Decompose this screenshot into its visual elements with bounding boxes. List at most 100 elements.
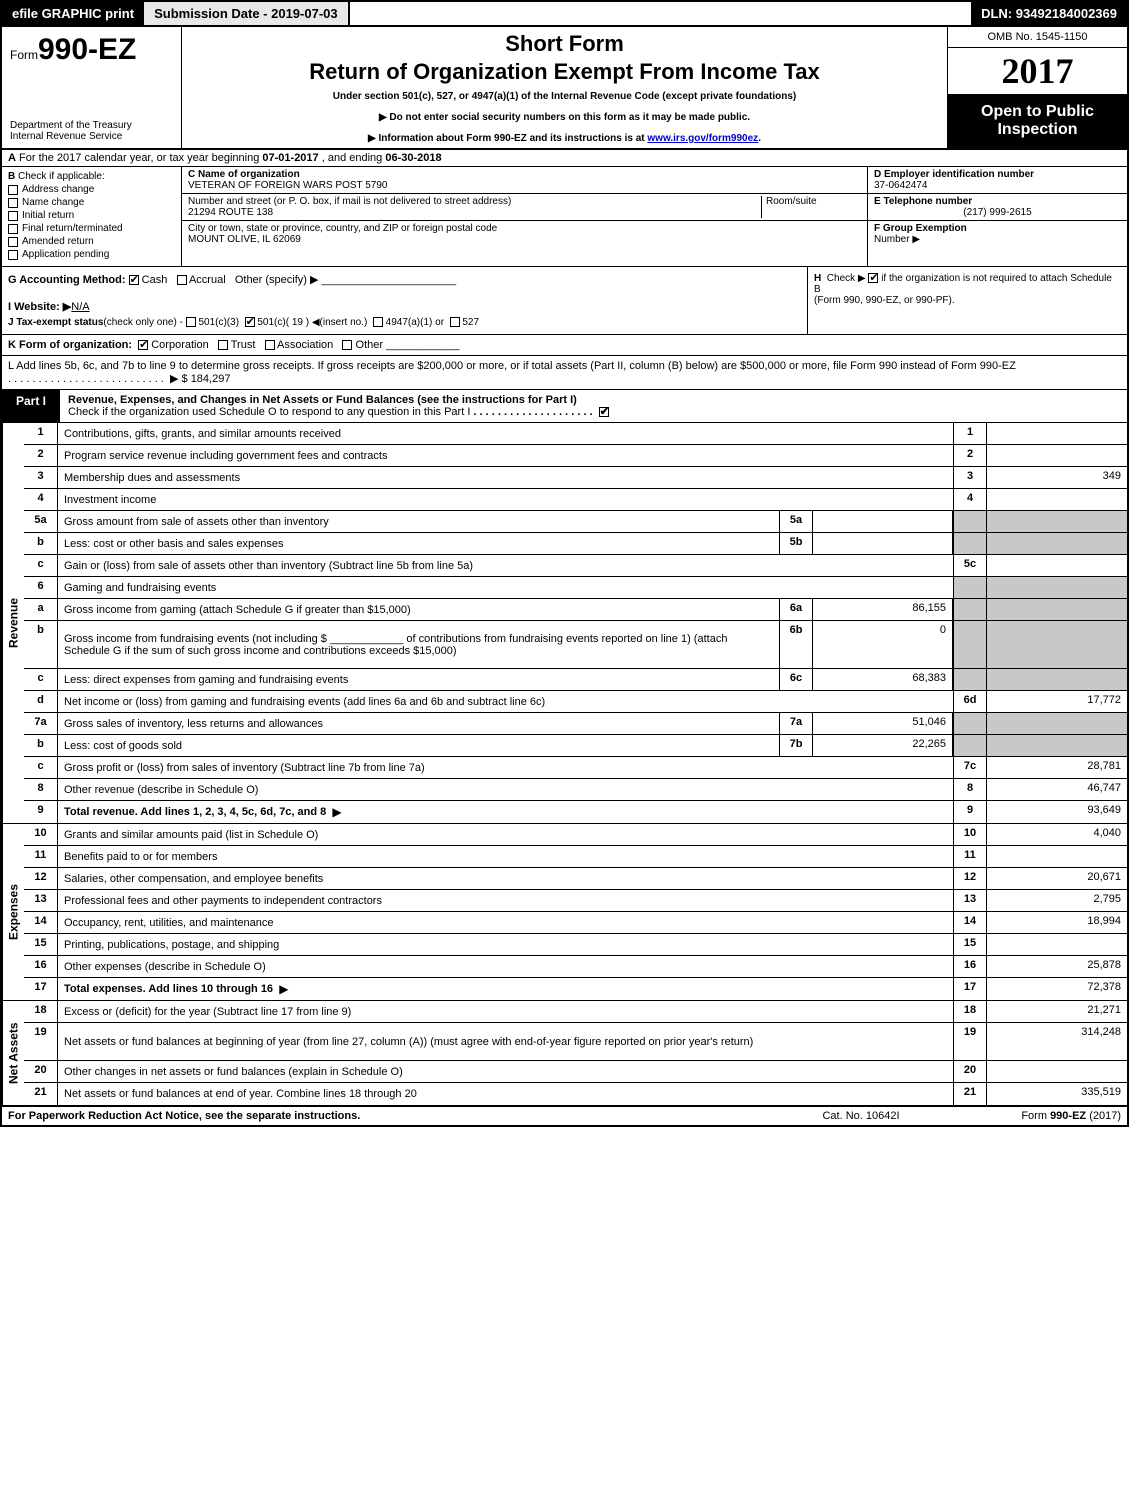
submission-date: Submission Date - 2019-07-03 xyxy=(144,2,350,25)
line-6d: d Net income or (loss) from gaming and f… xyxy=(24,691,1127,713)
line-num: 10 xyxy=(24,824,58,845)
desc-text: Net income or (loss) from gaming and fun… xyxy=(64,696,545,708)
header-middle: Short Form Return of Organization Exempt… xyxy=(182,27,947,148)
line-rnum: 7c xyxy=(953,757,987,778)
checkbox-icon[interactable] xyxy=(129,275,139,285)
checkbox-icon[interactable] xyxy=(265,340,275,350)
dln-value: 93492184002369 xyxy=(1016,6,1117,21)
line-1: 1 Contributions, gifts, grants, and simi… xyxy=(24,423,1127,445)
line-num: 14 xyxy=(24,912,58,933)
c-street-label: Number and street (or P. O. box, if mail… xyxy=(188,196,761,207)
line-rnum: 13 xyxy=(953,890,987,911)
line-num: c xyxy=(24,669,58,690)
c-name: C Name of organization VETERAN OF FOREIG… xyxy=(182,167,867,194)
line-rnum: 10 xyxy=(953,824,987,845)
line-num: b xyxy=(24,735,58,756)
checkbox-icon[interactable] xyxy=(8,185,18,195)
info-link[interactable]: www.irs.gov/form990ez xyxy=(647,133,758,144)
k-label: K Form of organization: xyxy=(8,339,132,351)
c-name-value: VETERAN OF FOREIGN WARS POST 5790 xyxy=(188,180,861,191)
line-rval-shade xyxy=(987,735,1127,756)
dln: DLN: 93492184002369 xyxy=(971,2,1127,25)
l-text: L Add lines 5b, 6c, and 7b to line 9 to … xyxy=(8,360,1016,372)
j-text: (check only one) - xyxy=(103,317,185,328)
line-rval: 2,795 xyxy=(987,890,1127,911)
j-opt1: 501(c)(3) xyxy=(198,317,239,328)
checkbox-icon[interactable] xyxy=(8,211,18,221)
line-rval: 4,040 xyxy=(987,824,1127,845)
b-opt-label: Final return/terminated xyxy=(22,223,123,234)
line-desc: Other revenue (describe in Schedule O) xyxy=(58,779,953,800)
line-rval: 93,649 xyxy=(987,801,1127,823)
checkbox-icon[interactable] xyxy=(8,237,18,247)
line-desc: Printing, publications, postage, and shi… xyxy=(58,934,953,955)
line-midval xyxy=(813,511,953,532)
desc-text: Gross amount from sale of assets other t… xyxy=(64,516,329,528)
checkbox-icon[interactable] xyxy=(8,198,18,208)
line-7c: c Gross profit or (loss) from sales of i… xyxy=(24,757,1127,779)
line-midnum: 5b xyxy=(779,533,813,554)
dln-label: DLN: xyxy=(981,6,1016,21)
i-website-value: N/A xyxy=(71,301,89,313)
line-rnum-shade xyxy=(953,511,987,532)
open-line1: Open to Public xyxy=(952,103,1123,121)
line-num: 13 xyxy=(24,890,58,911)
checkbox-icon[interactable] xyxy=(599,407,609,417)
line-rnum-shade xyxy=(953,621,987,668)
line-midval: 68,383 xyxy=(813,669,953,690)
checkbox-icon[interactable] xyxy=(177,275,187,285)
footer-right-post: (2017) xyxy=(1086,1110,1121,1122)
c-city-label: City or town, state or province, country… xyxy=(188,223,861,234)
footer-left: For Paperwork Reduction Act Notice, see … xyxy=(8,1110,761,1122)
desc-text: Less: cost of goods sold xyxy=(64,740,182,752)
c-city: City or town, state or province, country… xyxy=(182,221,867,247)
a-begin: 07-01-2017 xyxy=(262,152,318,164)
checkbox-icon[interactable] xyxy=(8,250,18,260)
dept-line2: Internal Revenue Service xyxy=(10,131,173,142)
part1-header: Part I Revenue, Expenses, and Changes in… xyxy=(0,390,1129,423)
desc-text: Gross income from fundraising events (no… xyxy=(64,633,773,657)
footer-right-form: 990-EZ xyxy=(1050,1110,1086,1122)
b-opt-name-change: Name change xyxy=(8,197,175,208)
line-rval xyxy=(987,1061,1127,1082)
checkbox-icon[interactable] xyxy=(373,317,383,327)
checkbox-icon[interactable] xyxy=(245,317,255,327)
line-midval: 22,265 xyxy=(813,735,953,756)
desc-text: Other changes in net assets or fund bala… xyxy=(64,1066,403,1078)
submission-date-value: 2019-07-03 xyxy=(271,6,338,21)
line-num: 20 xyxy=(24,1061,58,1082)
line-rnum: 5c xyxy=(953,555,987,576)
checkbox-icon[interactable] xyxy=(218,340,228,350)
j-tax-exempt: J Tax-exempt status(check only one) - 50… xyxy=(8,317,801,328)
netassets-group: Net Assets 18 Excess or (deficit) for th… xyxy=(2,1000,1127,1105)
line-midnum: 5a xyxy=(779,511,813,532)
checkbox-icon[interactable] xyxy=(450,317,460,327)
checkbox-icon[interactable] xyxy=(186,317,196,327)
checkbox-icon[interactable] xyxy=(138,340,148,350)
checkbox-icon[interactable] xyxy=(342,340,352,350)
arrow-icon: ▶ xyxy=(332,805,341,819)
line-20: 20 Other changes in net assets or fund b… xyxy=(24,1061,1127,1083)
b-opt-amended-return: Amended return xyxy=(8,236,175,247)
line-rnum: 11 xyxy=(953,846,987,867)
e-phone-value: (217) 999-2615 xyxy=(874,207,1121,218)
line-num: 12 xyxy=(24,868,58,889)
side-label-netassets: Net Assets xyxy=(2,1001,24,1105)
checkbox-icon[interactable] xyxy=(8,224,18,234)
line-num: 15 xyxy=(24,934,58,955)
omb-number: OMB No. 1545-1150 xyxy=(948,27,1127,48)
line-num: 11 xyxy=(24,846,58,867)
line-rnum-shade xyxy=(953,599,987,620)
line-desc: Total revenue. Add lines 1, 2, 3, 4, 5c,… xyxy=(58,801,953,823)
label-a: A xyxy=(8,152,16,164)
label-b: B xyxy=(8,171,15,182)
line-5c: c Gain or (loss) from sale of assets oth… xyxy=(24,555,1127,577)
line-rnum: 16 xyxy=(953,956,987,977)
section-b: B Check if applicable: Address change Na… xyxy=(2,167,182,266)
checkbox-icon[interactable] xyxy=(868,273,878,283)
line-num: 3 xyxy=(24,467,58,488)
c-room-label: Room/suite xyxy=(766,196,861,207)
e-phone: E Telephone number (217) 999-2615 xyxy=(868,194,1127,221)
subtitle-info: ▶ Information about Form 990-EZ and its … xyxy=(192,133,937,144)
title-short-form: Short Form xyxy=(192,31,937,57)
